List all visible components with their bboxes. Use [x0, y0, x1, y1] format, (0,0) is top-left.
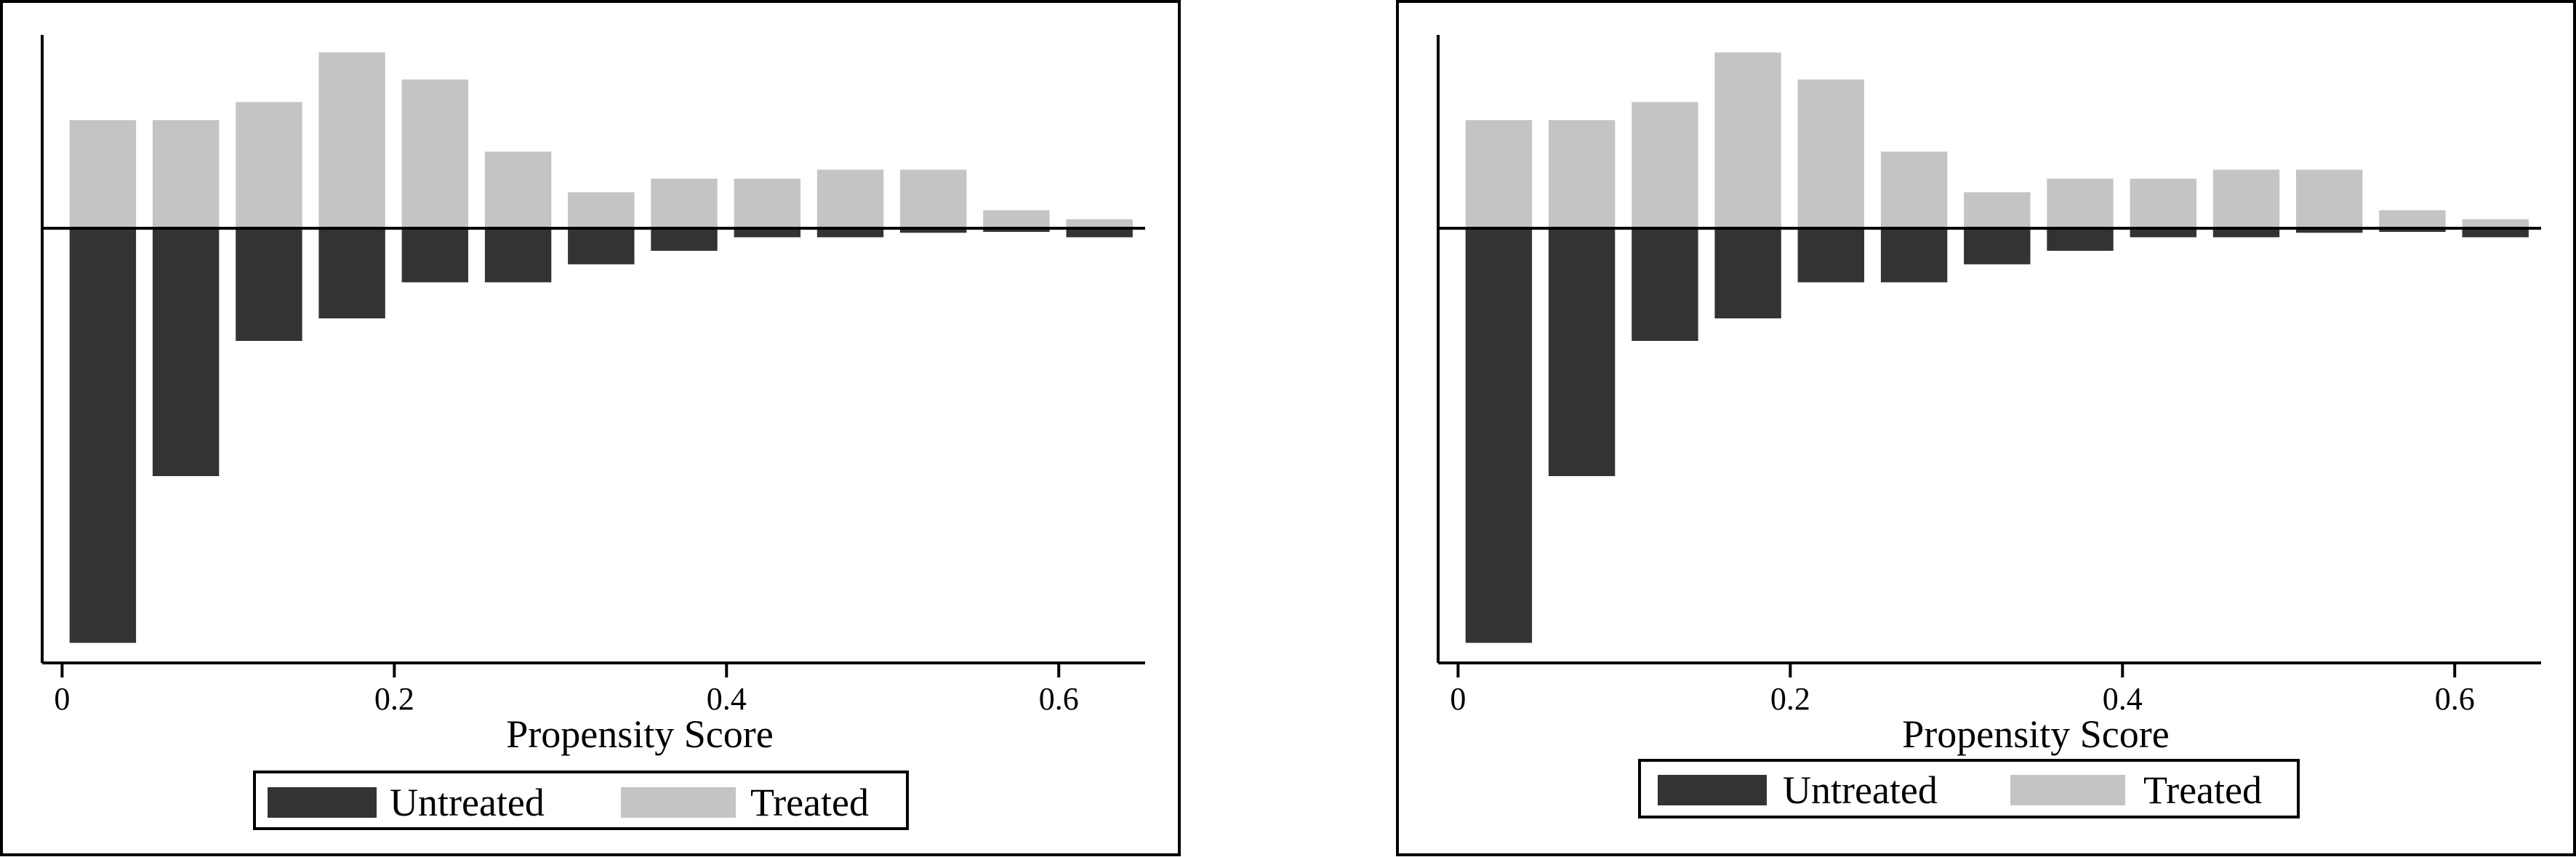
- legend-swatch-treated: [621, 787, 736, 818]
- chart-panel-right: 0 0.2 0.4 0.6 Propensity Score Untreated Tr…: [1396, 0, 2576, 856]
- bar-untreated-11: [2379, 228, 2446, 232]
- bar-treated-6: [568, 192, 635, 228]
- legend: Untreated Treated: [253, 771, 909, 830]
- legend-swatch-untreated: [1658, 775, 1767, 805]
- bar-treated-11: [2379, 210, 2446, 228]
- bar-treated-4: [401, 79, 468, 229]
- x-tick-label: 0: [54, 681, 70, 717]
- bar-treated-8: [734, 178, 801, 228]
- bar-untreated-8: [2130, 228, 2196, 238]
- bar-treated-12: [1066, 219, 1133, 228]
- bar-treated-0: [1465, 120, 1533, 228]
- bar-treated-0: [69, 120, 137, 228]
- bar-untreated-0: [1465, 228, 1533, 643]
- bar-untreated-0: [69, 228, 137, 643]
- bar-treated-7: [2047, 178, 2114, 228]
- bar-untreated-7: [651, 228, 718, 251]
- bar-treated-10: [900, 169, 967, 228]
- bar-untreated-4: [1797, 228, 1864, 283]
- legend-swatch-untreated: [268, 787, 377, 818]
- bar-untreated-4: [401, 228, 468, 283]
- bar-untreated-5: [484, 228, 552, 283]
- bar-untreated-5: [1880, 228, 1948, 283]
- bar-untreated-3: [1714, 228, 1781, 318]
- x-tick-label: 0.2: [374, 681, 414, 717]
- legend: Untreated Treated: [1638, 759, 2300, 818]
- bar-treated-10: [2296, 169, 2363, 228]
- bar-treated-3: [318, 52, 385, 228]
- bars-group: [1465, 52, 2529, 643]
- bar-treated-5: [484, 151, 552, 228]
- bar-treated-2: [236, 102, 302, 228]
- bar-treated-5: [1880, 151, 1948, 228]
- x-tick-label: 0: [1450, 681, 1466, 717]
- bar-untreated-10: [900, 228, 967, 233]
- bar-treated-3: [1714, 52, 1781, 228]
- bar-untreated-2: [1632, 228, 1698, 341]
- bar-untreated-9: [2212, 228, 2280, 238]
- x-tick-label: 0.6: [1039, 681, 1079, 717]
- bar-treated-1: [152, 120, 220, 228]
- x-tick-label: 0.2: [1770, 681, 1810, 717]
- bar-treated-7: [651, 178, 718, 228]
- bar-treated-6: [1964, 192, 2031, 228]
- x-axis-title: Propensity Score: [1902, 712, 2169, 756]
- bar-treated-1: [1548, 120, 1616, 228]
- legend-swatch-treated: [2010, 775, 2125, 805]
- legend-label-untreated: Untreated: [390, 781, 545, 824]
- bar-untreated-12: [2462, 228, 2529, 238]
- bar-untreated-9: [816, 228, 884, 238]
- bar-untreated-10: [2296, 228, 2363, 233]
- bar-untreated-2: [236, 228, 302, 341]
- bar-untreated-3: [318, 228, 385, 318]
- bar-treated-9: [2212, 169, 2280, 228]
- bar-treated-12: [2462, 219, 2529, 228]
- bars-group: [69, 52, 1133, 643]
- legend-label-treated: Treated: [2143, 768, 2262, 812]
- legend-label-treated: Treated: [750, 781, 869, 824]
- legend-label-untreated: Untreated: [1783, 768, 1938, 812]
- x-tick-label: 0.4: [707, 681, 747, 717]
- x-tick-label: 0.4: [2103, 681, 2143, 717]
- bar-untreated-1: [1548, 228, 1616, 476]
- bar-treated-4: [1797, 79, 1864, 229]
- bar-untreated-7: [2047, 228, 2114, 251]
- x-axis-title: Propensity Score: [506, 712, 773, 756]
- bar-treated-2: [1632, 102, 1698, 228]
- x-ticks-group: 0 0.2 0.4 0.6: [54, 663, 1079, 717]
- x-ticks-group: 0 0.2 0.4 0.6: [1450, 663, 2475, 717]
- bar-treated-11: [983, 210, 1050, 228]
- bar-untreated-12: [1066, 228, 1133, 238]
- bar-treated-8: [2130, 178, 2196, 228]
- bar-treated-9: [816, 169, 884, 228]
- bar-untreated-1: [152, 228, 220, 476]
- chart-panel-left: 0 0.2 0.4 0.6 Propensity Score Untreated Tr…: [0, 0, 1181, 856]
- bar-untreated-11: [983, 228, 1050, 232]
- x-tick-label: 0.6: [2435, 681, 2475, 717]
- bar-untreated-6: [1964, 228, 2031, 265]
- bar-untreated-6: [568, 228, 635, 265]
- bar-untreated-8: [734, 228, 801, 238]
